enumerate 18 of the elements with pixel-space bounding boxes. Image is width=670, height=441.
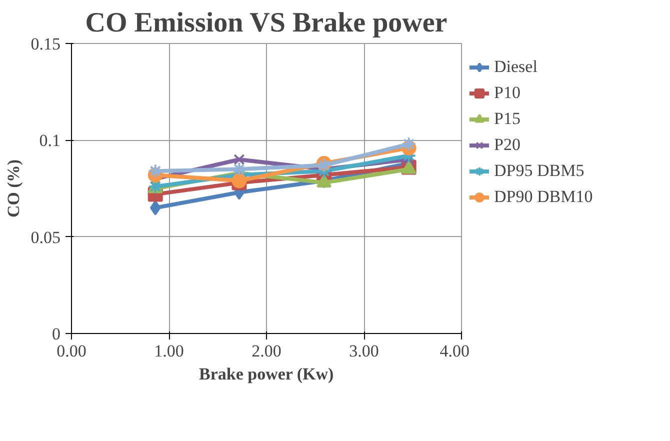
y-tick-label: 0 [52, 324, 60, 344]
chart-title: CO Emission VS Brake power [85, 8, 448, 38]
x-tick-label: 4.00 [440, 342, 470, 360]
x-tick-label: 3.00 [349, 342, 379, 360]
x-tick-label: 1.00 [154, 342, 184, 360]
legend-label: DP95 DBM5 [494, 161, 584, 181]
y-tick-label: 0.1 [39, 131, 60, 150]
legend-label: P15 [494, 109, 520, 129]
x-axis-title: Brake power (Kw) [198, 364, 334, 384]
legend-label: P10 [494, 83, 520, 103]
legend-label: Diesel [494, 57, 538, 77]
x-tick-label: 0.00 [56, 342, 86, 360]
legend-label: P20 [494, 135, 520, 155]
x-tick-label: 2.00 [252, 342, 282, 360]
legend-label: DP90 DBM10 [494, 187, 593, 207]
y-tick-label: 0.15 [30, 34, 60, 54]
y-axis-title: CO (%) [4, 159, 23, 218]
y-tick-label: 0.05 [30, 228, 60, 247]
